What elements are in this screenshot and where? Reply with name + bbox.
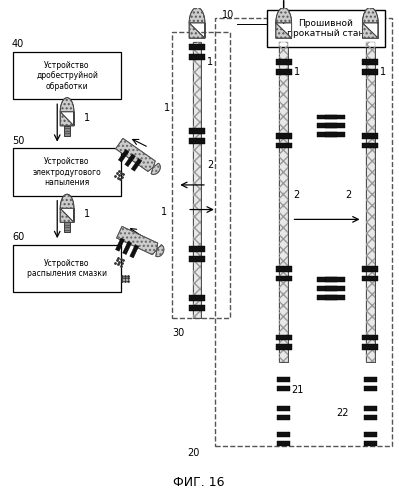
Bar [276,132,292,138]
Bar [277,441,290,446]
Bar [362,276,378,281]
Text: 20: 20 [187,448,200,458]
Polygon shape [117,226,164,256]
Text: 1: 1 [84,113,90,123]
Bar [364,441,377,446]
Text: Прошивной
прокатный стан: Прошивной прокатный стан [287,18,365,38]
Bar [325,277,345,282]
Bar [325,286,345,291]
Bar [13,245,121,292]
Text: Устройство
распыления смазки: Устройство распыления смазки [27,259,107,278]
Polygon shape [60,98,74,126]
Bar [279,42,288,362]
Bar [362,334,378,340]
Text: Устройство
электродугового
напыления: Устройство электродугового напыления [33,157,101,187]
Bar [189,256,205,262]
Bar [325,132,345,137]
Bar [189,138,205,143]
Bar [189,44,205,50]
Text: 1: 1 [84,210,90,220]
Bar [362,266,378,272]
Bar [362,344,378,350]
Bar [13,52,121,100]
Text: 40: 40 [12,39,24,49]
Bar [276,59,292,65]
Bar [193,42,201,318]
Text: 1: 1 [380,66,386,76]
Bar [317,114,337,119]
Bar [276,276,292,281]
Bar [364,432,377,437]
Bar [364,416,377,420]
Bar [277,416,290,420]
Bar [325,124,345,128]
Bar [276,344,292,350]
Polygon shape [131,158,142,171]
Bar [276,142,292,148]
Bar [364,406,377,412]
Bar [317,132,337,137]
Bar [276,68,292,74]
Polygon shape [130,244,139,258]
Text: 22: 22 [336,408,348,418]
Bar [362,142,378,148]
Polygon shape [60,194,74,222]
Bar [276,334,292,340]
Polygon shape [116,138,160,174]
Text: 2: 2 [207,160,213,170]
Bar [277,406,290,412]
Bar [13,148,121,196]
Bar [364,386,377,390]
Polygon shape [189,8,205,38]
Bar [215,18,392,446]
Text: Устройство
дробеструйной
обработки: Устройство дробеструйной обработки [36,60,98,90]
Text: 10: 10 [222,10,234,20]
Text: ФИГ. 16: ФИГ. 16 [173,476,225,489]
Bar [172,32,229,318]
Bar [189,54,205,60]
Bar [279,42,288,362]
Bar [189,295,205,301]
Text: 2: 2 [294,190,300,200]
Polygon shape [115,238,124,251]
Text: 1: 1 [294,66,300,76]
Bar [277,386,290,390]
Text: 2: 2 [346,190,352,200]
Bar [362,59,378,65]
Polygon shape [119,150,129,162]
Bar [362,68,378,74]
Bar [189,128,205,134]
Text: 1: 1 [161,206,167,216]
Bar [189,246,205,252]
Bar [366,42,375,362]
Text: 60: 60 [12,232,24,242]
Polygon shape [362,8,378,38]
Bar [366,42,375,362]
Bar [362,132,378,138]
Bar [277,432,290,437]
Bar [276,266,292,272]
Polygon shape [276,8,292,38]
Text: 21: 21 [292,384,304,394]
Text: 50: 50 [12,136,24,145]
Bar [317,286,337,291]
Bar [317,124,337,128]
Bar [317,277,337,282]
Text: 1: 1 [164,103,170,113]
Bar [364,377,377,382]
Bar [267,10,385,47]
Polygon shape [125,154,135,166]
Bar [325,294,345,300]
Bar [64,222,70,232]
Text: 1: 1 [207,57,213,67]
Polygon shape [122,242,132,254]
Bar [193,42,201,318]
Bar [325,114,345,119]
Bar [189,305,205,311]
Bar [277,377,290,382]
Bar [317,294,337,300]
Bar [64,126,70,136]
Text: 30: 30 [172,328,185,338]
